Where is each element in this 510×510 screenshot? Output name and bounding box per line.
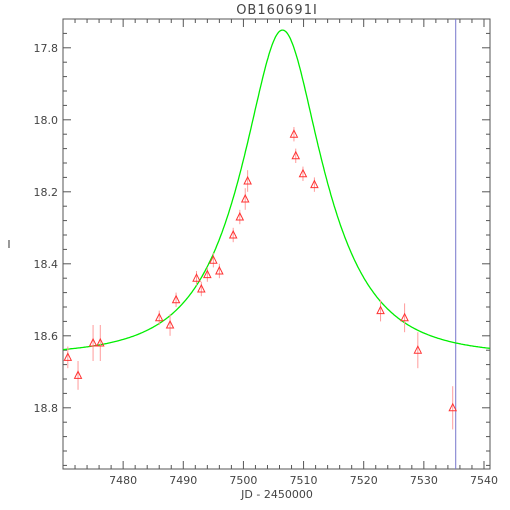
data-point (192, 273, 201, 282)
data-point (291, 150, 301, 160)
x-tick-label: 7500 (229, 474, 257, 487)
data-point (165, 319, 175, 329)
data-point (228, 229, 238, 239)
data-point (73, 370, 83, 379)
x-tick-label: 7510 (290, 474, 318, 487)
data-point (215, 265, 224, 275)
plot-frame (62, 18, 491, 470)
model-curve (62, 29, 491, 351)
y-tick-label: 18.4 (34, 258, 59, 271)
x-axis-label: JD - 2450000 (240, 488, 313, 501)
y-tick-label: 18.8 (34, 402, 59, 415)
data-point (289, 129, 299, 138)
data-point (400, 312, 409, 322)
chart-title: OB160691I (236, 3, 318, 18)
data-point (413, 345, 423, 354)
x-tick-label: 7490 (169, 474, 197, 487)
data-point (243, 175, 252, 185)
y-tick-label: 18.0 (34, 114, 59, 127)
y-tick-label: 18.6 (34, 330, 59, 343)
x-tick-label: 7540 (470, 474, 498, 487)
data-point (310, 179, 319, 189)
y-tick-label: 17.8 (34, 42, 59, 55)
x-tick-label: 7520 (350, 474, 378, 487)
x-tick-label: 7480 (109, 474, 137, 487)
y-tick-label: 18.2 (34, 186, 59, 199)
data-point (448, 402, 458, 412)
data-point (197, 283, 206, 293)
data-point (63, 352, 73, 361)
y-axis-label: I (7, 238, 10, 251)
data-point (95, 337, 105, 347)
data-point (171, 294, 181, 304)
data-point (209, 255, 218, 264)
data-point (240, 193, 250, 203)
data-point (154, 312, 164, 322)
x-tick-label: 7530 (410, 474, 438, 487)
data-point (376, 305, 385, 315)
data-point (298, 168, 308, 178)
data-point (88, 337, 98, 347)
plot-area: 7480 7490 7500 7510 7520 7530 7540 17.8 18.0 18.2… (34, 18, 498, 487)
data-point (203, 269, 212, 279)
data-point (235, 211, 245, 221)
